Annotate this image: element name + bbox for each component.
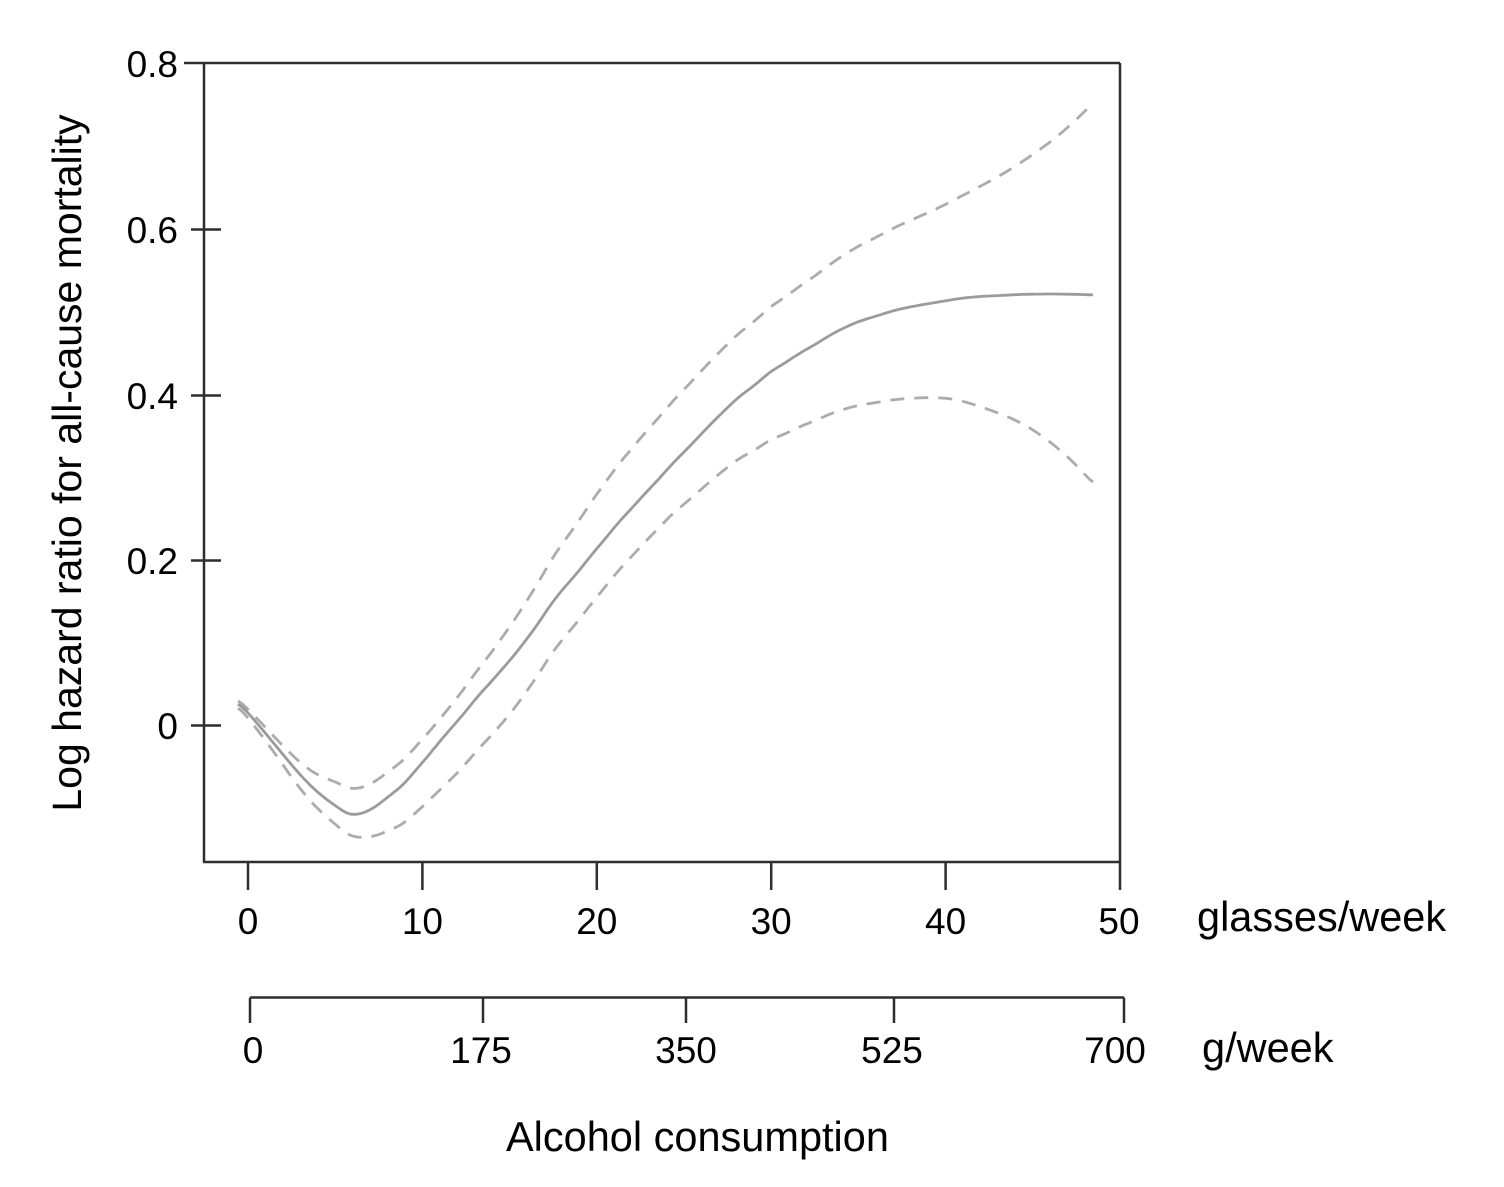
svg-text:glasses/week: glasses/week xyxy=(1197,893,1446,940)
svg-text:0.4: 0.4 xyxy=(127,376,178,417)
svg-text:700: 700 xyxy=(1084,1030,1146,1071)
svg-text:50: 50 xyxy=(1098,901,1139,942)
svg-text:0.8: 0.8 xyxy=(127,44,178,85)
svg-text:30: 30 xyxy=(751,901,792,942)
svg-text:0.6: 0.6 xyxy=(127,210,178,251)
svg-text:0: 0 xyxy=(238,901,259,942)
svg-text:40: 40 xyxy=(925,901,966,942)
svg-text:0: 0 xyxy=(157,706,178,747)
svg-text:525: 525 xyxy=(861,1030,923,1071)
svg-text:20: 20 xyxy=(576,901,617,942)
svg-text:10: 10 xyxy=(402,901,443,942)
svg-text:Log hazard ratio for all-cause: Log hazard ratio for all-cause mortality xyxy=(44,114,90,812)
svg-text:350: 350 xyxy=(655,1030,717,1071)
svg-text:0.2: 0.2 xyxy=(127,541,178,582)
svg-text:Alcohol consumption: Alcohol consumption xyxy=(506,1113,889,1160)
svg-text:0: 0 xyxy=(243,1030,264,1071)
svg-text:175: 175 xyxy=(450,1030,512,1071)
svg-text:g/week: g/week xyxy=(1202,1024,1334,1071)
